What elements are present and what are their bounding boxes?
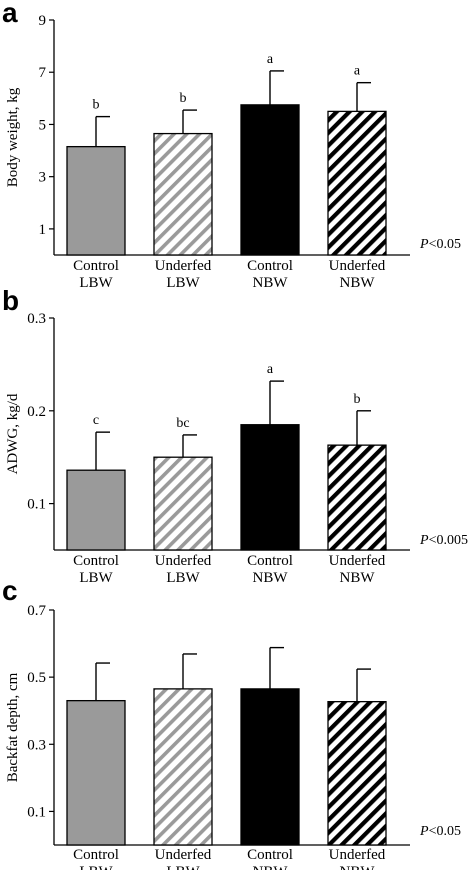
y-axis-label: Backfat depth, cm bbox=[5, 672, 21, 782]
y-tick-label: 1 bbox=[39, 222, 47, 238]
category-label: LBW bbox=[79, 864, 113, 870]
y-tick-label: 9 bbox=[39, 13, 47, 29]
y-tick-label: 5 bbox=[39, 117, 47, 133]
category-label: Underfed bbox=[329, 847, 386, 863]
y-tick-label: 0.7 bbox=[27, 603, 46, 619]
category-label: NBW bbox=[340, 570, 376, 586]
category-label: LBW bbox=[166, 864, 200, 870]
bar-2 bbox=[240, 424, 300, 551]
p-value: <0.05 bbox=[429, 824, 461, 839]
category-label: LBW bbox=[79, 570, 113, 586]
bar-1 bbox=[153, 132, 213, 256]
y-tick-label: 0.1 bbox=[27, 804, 46, 820]
category-label: Control bbox=[247, 553, 293, 569]
y-tick-label: 0.3 bbox=[27, 737, 46, 753]
bar-1 bbox=[153, 688, 213, 846]
category-label: LBW bbox=[166, 275, 200, 291]
bar-0 bbox=[66, 145, 126, 256]
category-label: Underfed bbox=[155, 847, 212, 863]
bar-0 bbox=[66, 469, 126, 551]
p-symbol: P bbox=[419, 237, 429, 252]
significance-label: b bbox=[180, 91, 187, 106]
bar-3 bbox=[327, 701, 387, 846]
bar-2 bbox=[240, 688, 300, 846]
significance-label: bc bbox=[176, 416, 189, 431]
category-label: NBW bbox=[340, 275, 376, 291]
y-tick-label: 0.5 bbox=[27, 670, 46, 686]
p-value: <0.005 bbox=[429, 533, 468, 548]
category-label: Control bbox=[73, 258, 119, 274]
bar-3 bbox=[327, 110, 387, 256]
p-value-label: P<0.05 bbox=[419, 824, 461, 839]
y-tick-label: 3 bbox=[39, 170, 47, 186]
panel-letter: b bbox=[2, 285, 19, 316]
significance-label: a bbox=[267, 362, 274, 377]
category-label: Underfed bbox=[329, 553, 386, 569]
category-label: Control bbox=[73, 553, 119, 569]
p-value-label: P<0.05 bbox=[419, 237, 461, 252]
significance-label: b bbox=[93, 98, 100, 113]
p-value: <0.05 bbox=[429, 237, 461, 252]
significance-label: c bbox=[93, 413, 99, 428]
y-tick-label: 0.3 bbox=[27, 311, 46, 327]
y-tick-label: 0.2 bbox=[27, 404, 46, 420]
significance-label: a bbox=[267, 52, 274, 67]
bar-3 bbox=[327, 444, 387, 551]
y-tick-label: 0.1 bbox=[27, 497, 46, 513]
bar-2 bbox=[240, 104, 300, 256]
category-label: Control bbox=[247, 258, 293, 274]
p-value-label: P<0.005 bbox=[419, 533, 468, 548]
bar-1 bbox=[153, 456, 213, 551]
bar-0 bbox=[66, 699, 126, 846]
category-label: NBW bbox=[253, 570, 289, 586]
significance-label: a bbox=[354, 64, 361, 79]
p-symbol: P bbox=[419, 533, 429, 548]
category-label: NBW bbox=[253, 275, 289, 291]
category-label: NBW bbox=[253, 864, 289, 870]
category-label: Underfed bbox=[155, 553, 212, 569]
category-label: Underfed bbox=[329, 258, 386, 274]
panel-letter: c bbox=[2, 575, 18, 606]
category-label: NBW bbox=[340, 864, 376, 870]
category-label: Control bbox=[247, 847, 293, 863]
category-label: Underfed bbox=[155, 258, 212, 274]
category-label: LBW bbox=[79, 275, 113, 291]
y-tick-label: 7 bbox=[39, 65, 47, 81]
category-label: Control bbox=[73, 847, 119, 863]
y-axis-label: Body weight, kg bbox=[5, 87, 21, 187]
p-symbol: P bbox=[419, 824, 429, 839]
y-axis-label: ADWG, kg/d bbox=[5, 393, 21, 474]
significance-label: b bbox=[354, 392, 361, 407]
panel-letter: a bbox=[2, 0, 18, 28]
category-label: LBW bbox=[166, 570, 200, 586]
